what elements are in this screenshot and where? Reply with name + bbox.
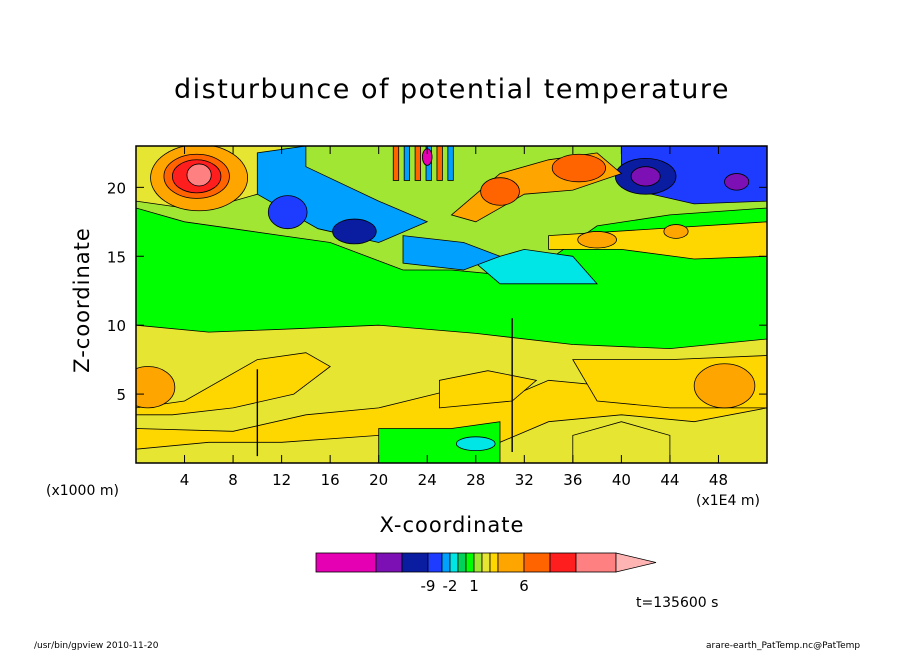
cold-anomaly [267, 195, 308, 230]
x-tick-label: 36 [563, 471, 582, 489]
warm-anomaly [663, 224, 689, 239]
x-tick-label: 24 [418, 471, 437, 489]
y-tick-label: 10 [107, 317, 126, 335]
x-axis-label: X-coordinate [379, 513, 525, 537]
warm-anomaly [693, 363, 756, 409]
chart-title: disturbunce of potential temperature [174, 74, 730, 105]
cold-anomaly [630, 166, 661, 187]
wave-cell [436, 146, 443, 181]
x-tick-label: 48 [709, 471, 728, 489]
contour-field [136, 146, 767, 463]
wave-cell [392, 146, 400, 181]
field-band [378, 421, 501, 463]
y-axis-label: Z-coordinate [70, 227, 94, 373]
wave-cell [403, 146, 411, 181]
colorbar-box [523, 552, 551, 573]
x-tick-label: 44 [660, 471, 679, 489]
warm-anomaly [186, 163, 212, 187]
cold-anomaly [256, 146, 429, 243]
y-tick-label: 20 [107, 179, 126, 197]
y-tick-label: 5 [116, 386, 126, 404]
colorbar-box [375, 552, 403, 573]
cold-anomaly [455, 436, 496, 451]
field-band [572, 421, 671, 463]
colorbar-box [489, 552, 499, 573]
colorbar-label: -9 [421, 577, 436, 595]
y-tick-label: 15 [107, 248, 126, 266]
colorbar-box [315, 552, 377, 573]
colorbar-label: -2 [443, 577, 458, 595]
colorbar-box [481, 552, 491, 573]
x-tick-label: 12 [272, 471, 291, 489]
plot-frame [135, 145, 768, 464]
y-axis: 5 10 15 20 [107, 179, 767, 404]
colorbar: -9 -2 1 6 [315, 552, 657, 595]
cold-anomaly [474, 248, 598, 285]
wave-cell [414, 146, 421, 181]
colorbar-box [457, 552, 467, 573]
colorbar-box [401, 552, 429, 573]
x-tick-label: 4 [180, 471, 190, 489]
warm-anomaly [136, 366, 176, 409]
footer-file: arare-earth_PatTemp.nc@PatTemp [706, 641, 861, 651]
x-tick-label: 40 [612, 471, 631, 489]
cold-anomaly [724, 173, 750, 191]
x-tick-label: 20 [369, 471, 388, 489]
cold-anomaly [332, 218, 377, 245]
warm-anomaly [551, 153, 607, 183]
cold-anomaly [402, 235, 502, 271]
warm-anomaly [480, 177, 520, 206]
field-band [136, 352, 331, 416]
colorbar-box [465, 552, 475, 573]
colorbar-box [449, 552, 459, 573]
x-tick-label: 8 [228, 471, 238, 489]
colorbar-box [575, 552, 617, 573]
colorbar-label: 1 [469, 577, 479, 595]
colorbar-label: 6 [519, 577, 529, 595]
wave-cell [447, 146, 454, 181]
colorbar-box [473, 552, 483, 573]
warm-anomaly [548, 221, 767, 260]
footer-program-date: /usr/bin/gpview 2010-11-20 [34, 641, 159, 651]
x-unit-label-right: (x1E4 m) [696, 493, 760, 509]
colorbar-box [441, 552, 451, 573]
colorbar-arrow [615, 552, 657, 573]
x-tick-label: 28 [466, 471, 485, 489]
x-axis: 4 8 12 16 20 24 28 32 36 40 44 48 [180, 146, 728, 489]
colorbar-box [427, 552, 443, 573]
x-tick-label: 16 [321, 471, 340, 489]
colorbar-box [549, 552, 577, 573]
warm-anomaly [577, 231, 617, 249]
x-unit-label: (x1000 m) [46, 483, 119, 499]
time-label: t=135600 s [636, 595, 719, 611]
colorbar-box [497, 552, 525, 573]
x-tick-label: 32 [515, 471, 534, 489]
